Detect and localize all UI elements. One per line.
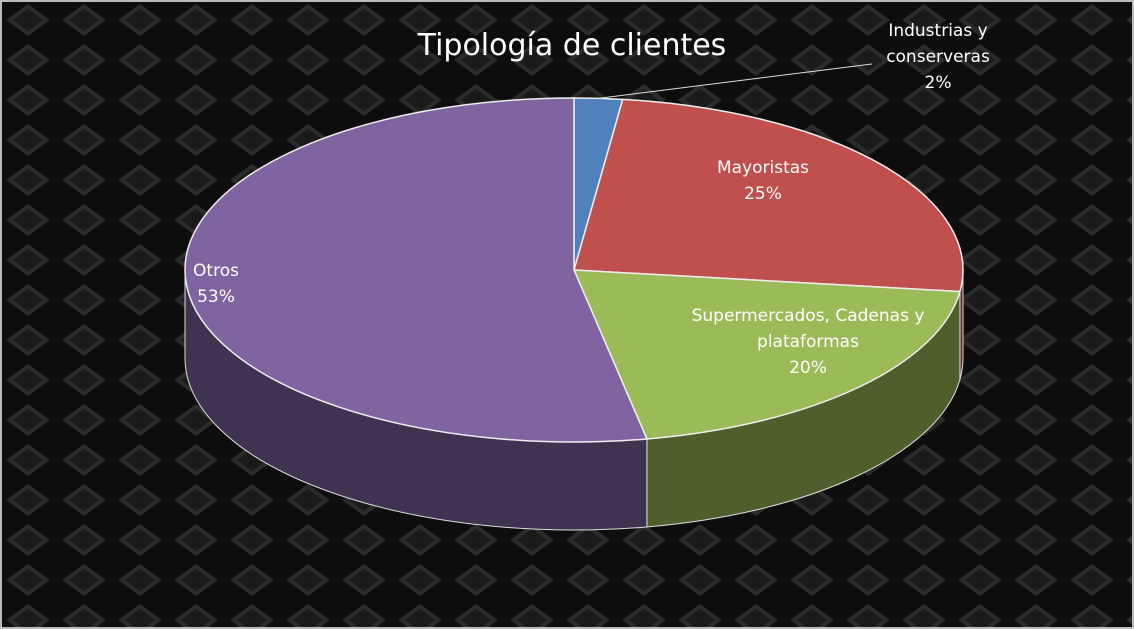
category-label: Industrias y conserveras xyxy=(886,21,990,67)
category-label: Supermercados, Cadenas y plataformas xyxy=(691,306,925,352)
slice xyxy=(573,98,964,293)
value-label: 53% xyxy=(197,287,235,307)
value-label: 20% xyxy=(789,358,827,378)
value-label: 2% xyxy=(924,73,952,93)
leader-line xyxy=(598,63,873,99)
data-label: Industrias y conserveras 2% xyxy=(858,18,1018,96)
chart-title: Tipología de clientes xyxy=(417,28,727,63)
data-label: Mayoristas 25% xyxy=(673,155,853,207)
category-label: Otros xyxy=(193,261,239,281)
slice xyxy=(184,97,648,443)
value-label: 25% xyxy=(744,184,782,204)
data-label: Supermercados, Cadenas y plataformas 20% xyxy=(668,303,948,381)
slice xyxy=(572,269,961,440)
pie xyxy=(184,63,964,531)
data-label: Otros 53% xyxy=(146,258,286,310)
category-label: Mayoristas xyxy=(716,158,810,178)
